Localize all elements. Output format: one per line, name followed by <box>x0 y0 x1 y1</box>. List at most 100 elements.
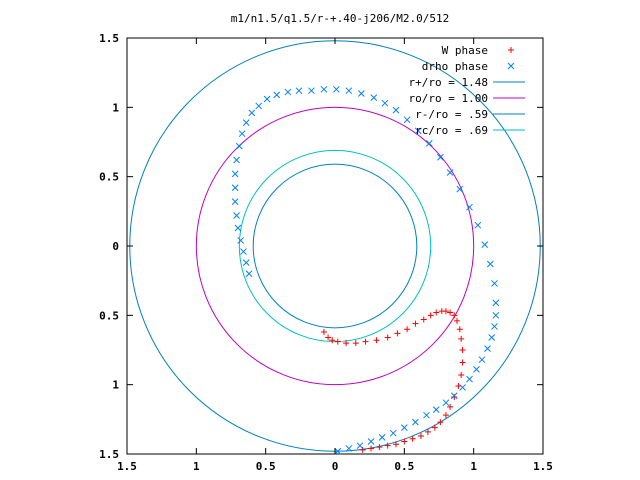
data-point <box>320 328 327 335</box>
data-point <box>233 212 240 219</box>
data-point <box>233 156 240 164</box>
data-point <box>370 94 378 101</box>
data-point <box>378 434 386 441</box>
data-point <box>367 438 375 445</box>
data-point <box>459 384 466 391</box>
data-point <box>447 309 454 316</box>
legend-label: rc/ro = .69 <box>415 124 488 137</box>
data-point <box>376 444 383 451</box>
data-point <box>403 116 411 124</box>
data-point <box>255 102 263 110</box>
data-point <box>373 337 380 344</box>
data-point <box>329 337 336 344</box>
data-point <box>235 142 243 150</box>
data-point <box>432 406 440 413</box>
data-point <box>242 259 250 266</box>
data-point <box>420 316 427 323</box>
x-tick-label: 1 <box>193 460 200 473</box>
data-point <box>409 435 416 442</box>
data-point <box>478 356 486 364</box>
series-drho-phase <box>231 85 500 455</box>
legend-label: r+/ro = 1.48 <box>409 76 488 89</box>
data-point <box>401 438 408 445</box>
data-point <box>345 445 353 452</box>
data-point <box>412 320 419 327</box>
data-series <box>231 85 500 455</box>
data-point <box>242 119 250 126</box>
data-point <box>245 270 253 278</box>
data-point <box>442 412 449 419</box>
data-point <box>456 326 463 333</box>
circle-r-ro-59 <box>252 163 418 329</box>
legend-label: drho phase <box>422 60 488 73</box>
data-point <box>248 109 256 117</box>
data-point <box>237 237 245 244</box>
y-tick-label: 0.5 <box>99 309 119 322</box>
data-point <box>454 317 461 324</box>
data-point <box>295 87 303 95</box>
y-tick-label: 1 <box>112 379 119 392</box>
data-point <box>446 169 454 176</box>
data-point <box>486 260 494 268</box>
data-point <box>231 198 239 205</box>
data-point <box>231 170 239 178</box>
y-tick-label: 1.5 <box>99 448 119 461</box>
data-point <box>458 335 465 342</box>
legend-label: r-/ro = .59 <box>415 108 488 121</box>
data-point <box>437 153 444 161</box>
data-point <box>458 371 465 378</box>
data-point <box>356 442 364 450</box>
data-point <box>238 130 246 138</box>
data-point <box>456 185 464 193</box>
data-point <box>414 127 422 135</box>
data-point <box>263 95 271 103</box>
data-point <box>455 383 462 390</box>
x-tick-label: 1.5 <box>533 460 553 473</box>
legend-marker <box>507 62 515 70</box>
data-point <box>284 88 292 96</box>
data-point <box>343 340 350 347</box>
data-point <box>404 326 411 333</box>
data-point <box>481 241 489 248</box>
data-point <box>492 311 500 319</box>
y-tick-label: 1.5 <box>99 32 119 45</box>
data-point <box>451 394 458 401</box>
data-point <box>473 366 480 373</box>
data-point <box>427 312 434 319</box>
data-point <box>381 99 389 107</box>
data-point <box>442 399 450 407</box>
data-point <box>392 106 400 114</box>
data-point <box>450 392 458 400</box>
data-point <box>359 446 366 453</box>
data-point <box>474 221 482 229</box>
data-point <box>442 308 449 315</box>
x-axis-ticks: 1.5 1 0.5 0 0.5 1 1.5 <box>117 38 553 473</box>
data-point <box>240 248 247 255</box>
data-point <box>466 203 473 211</box>
data-point <box>425 140 433 147</box>
data-point <box>325 334 332 341</box>
x-tick-label: 0.5 <box>256 460 276 473</box>
x-tick-label: 0.5 <box>394 460 414 473</box>
data-point <box>368 445 375 452</box>
data-point <box>417 432 424 439</box>
data-point <box>362 338 369 345</box>
data-point <box>384 334 391 341</box>
y-tick-label: 0 <box>112 240 119 253</box>
series-w-phase <box>320 308 466 453</box>
x-tick-label: 1 <box>470 460 477 473</box>
data-point <box>433 309 440 316</box>
legend-label: W phase <box>442 44 488 57</box>
data-point <box>424 428 431 435</box>
data-point <box>431 424 438 431</box>
data-point <box>273 91 281 99</box>
data-point <box>308 87 315 95</box>
data-point <box>394 330 401 337</box>
legend: W phase drho phase r+/ro = 1.48 ro/ro = 1.0… <box>409 44 525 137</box>
data-point <box>334 338 341 345</box>
y-tick-label: 1 <box>112 101 119 114</box>
y-tick-label: 0.5 <box>99 171 119 184</box>
data-point <box>459 347 466 353</box>
x-tick-label: 1.5 <box>117 460 137 473</box>
